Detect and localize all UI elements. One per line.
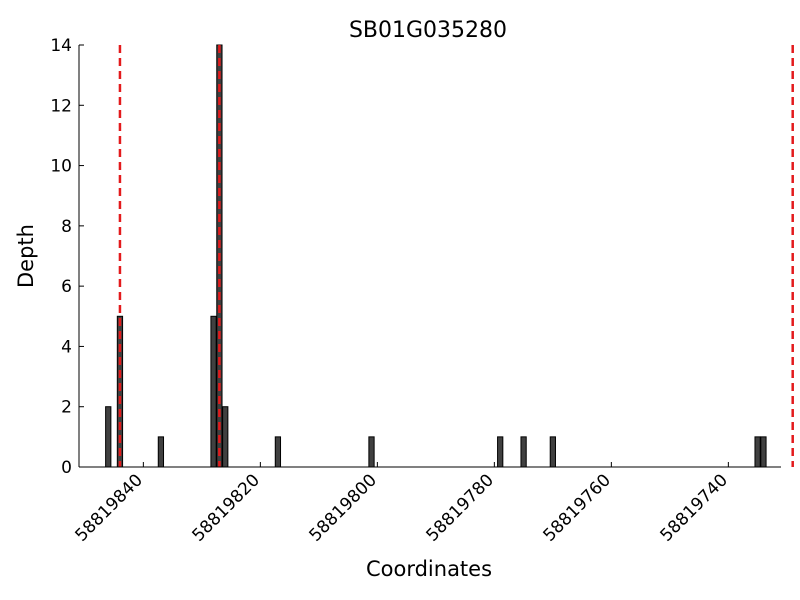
x-axis-label: Coordinates [366, 557, 492, 581]
bars-group [105, 44, 767, 468]
bar [105, 406, 112, 468]
y-tick-label: 10 [50, 157, 72, 177]
x-tick-label: 58819820 [189, 470, 264, 545]
x-tick-label: 58819800 [306, 470, 381, 545]
y-tick-label: 6 [61, 277, 72, 297]
bar [520, 436, 527, 468]
x-tick-label: 58819740 [657, 470, 732, 545]
chart-title: SB01G035280 [349, 18, 507, 43]
y-tick-label: 14 [50, 36, 72, 56]
y-tick-label: 4 [61, 337, 72, 357]
y-axis-label: Depth [14, 224, 38, 288]
bar [274, 436, 282, 468]
bar [754, 436, 761, 468]
y-tick-label: 2 [61, 398, 72, 418]
reference-lines-group [118, 45, 794, 467]
x-tick-label: 58819760 [540, 470, 615, 545]
bar [760, 436, 767, 468]
y-tick-label: 8 [61, 217, 72, 237]
axes-group: 0 2 4 6 8 10 12 14 58819840 58819820 58819800 58819… [50, 36, 781, 546]
bar [549, 436, 556, 468]
x-tick-label: 58819780 [423, 470, 498, 545]
bar [222, 406, 229, 468]
x-tick-label: 58819840 [72, 470, 147, 545]
bar [497, 436, 504, 468]
bar [210, 315, 217, 468]
y-tick-label: 0 [61, 458, 72, 478]
bar [368, 436, 375, 468]
bar [157, 436, 165, 468]
y-tick-label: 12 [50, 96, 72, 116]
